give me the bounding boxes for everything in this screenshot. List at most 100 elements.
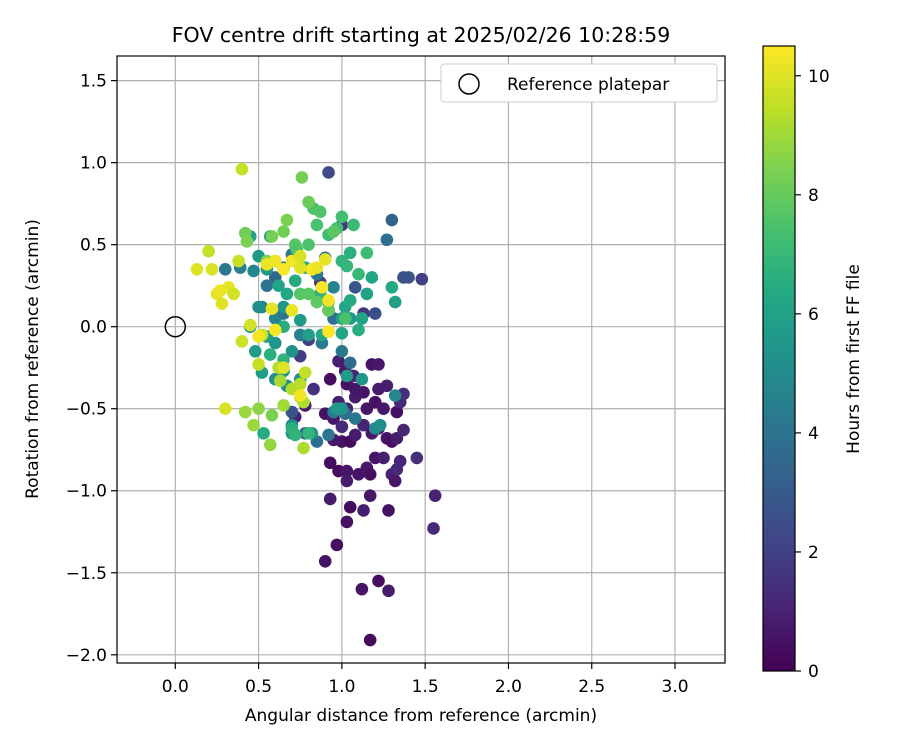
scatter-point [368,307,382,320]
scatter-point [265,302,279,315]
scatter-point [190,262,204,276]
scatter-point [247,264,260,278]
scatter-point [277,225,290,238]
scatter-point [252,358,265,371]
scatter-point [280,213,294,227]
y-tick-label: −2.0 [66,646,107,666]
scatter-point [322,166,335,179]
scatter-point [377,402,390,416]
scatter-point [218,262,232,276]
scatter-point [343,294,357,307]
scatter-point [343,500,357,514]
scatter-point [240,235,254,248]
scatter-points [190,162,442,647]
scatter-point [252,330,265,343]
scatter-point [277,361,290,375]
scatter-point [218,402,232,416]
scatter-point [297,441,310,455]
scatter-point [252,300,265,314]
scatter-point [373,418,387,432]
scatter-point [323,372,337,386]
scatter-point [277,399,290,412]
colorbar-tick-label: 2 [808,543,819,563]
scatter-point [352,267,365,281]
scatter-point [205,262,219,276]
scatter-point [260,258,274,271]
scatter-point [288,274,302,288]
scatter-point [263,438,277,452]
scatter-point [357,386,370,399]
scatter-point [363,468,377,481]
scatter-point [347,218,360,232]
scatter-point [307,382,320,396]
y-tick-label: 1.5 [80,72,107,92]
scatter-point [357,504,370,517]
scatter-point [285,344,299,358]
y-tick-label: 1.0 [80,154,107,174]
scatter-point [355,372,369,386]
scatter-point [302,328,315,342]
scatter-point [372,358,385,371]
scatter-point [232,254,245,268]
scatter-point [327,281,340,294]
x-tick-label: 1.5 [412,677,439,697]
scatter-point [427,522,440,535]
colorbar-ticks: 0 2 4 6 8 10 [795,67,830,682]
scatter-point [257,427,270,440]
scatter-point [322,294,335,307]
scatter-point [293,249,307,263]
colorbar-label: Hours from first FF file [844,264,864,454]
scatter-point [382,504,395,517]
scatter-point [293,313,307,327]
scatter-point [388,389,402,402]
scatter-point [348,281,362,294]
plot-frame [116,55,726,664]
colorbar [762,45,796,672]
chart-title: FOV centre drift starting at 2025/02/26 … [172,23,671,47]
y-tick-label: −1.0 [66,482,107,502]
scatter-point [238,405,252,419]
scatter-point [372,574,385,588]
scatter-point [302,238,315,251]
scatter-point [393,454,407,468]
grid [117,56,725,663]
scatter-point [235,162,249,176]
scatter-point [302,427,315,440]
scatter-point [340,474,354,488]
scatter-point [410,451,424,465]
x-tick-label: 0.0 [162,677,189,697]
scatter-point [385,213,399,227]
scatter-point [348,412,362,425]
scatter-point [310,261,324,274]
x-tick-label: 3.0 [662,677,689,697]
x-axis-ticks: 0.0 0.5 1.0 1.5 2.0 2.5 3.0 [162,663,689,697]
scatter-point [313,205,327,219]
scatter-point [310,218,324,232]
scatter-point [363,489,377,502]
colorbar-tick-label: 10 [808,67,830,87]
scatter-point [293,377,307,391]
scatter-point [365,271,379,284]
scatter-point [310,295,324,309]
scatter-point [332,354,345,368]
scatter-point [322,303,335,317]
scatter-point [293,389,307,402]
scatter-point [360,246,374,260]
scatter-point [252,402,265,416]
scatter-point [363,633,377,647]
scatter-point [265,230,279,243]
scatter-point [263,348,277,361]
x-tick-label: 0.5 [245,677,272,697]
scatter-point [273,374,287,388]
scatter-point [315,281,329,294]
scatter-point [335,326,349,340]
scatter-point [428,489,442,502]
scatter-point [352,323,365,337]
scatter-point [382,584,395,598]
scatter-point [355,582,369,596]
y-tick-label: −1.5 [66,564,107,584]
scatter-point [343,246,357,260]
reference-point-marker [164,315,187,338]
scatter-point [202,244,215,258]
scatter-point [340,369,354,383]
